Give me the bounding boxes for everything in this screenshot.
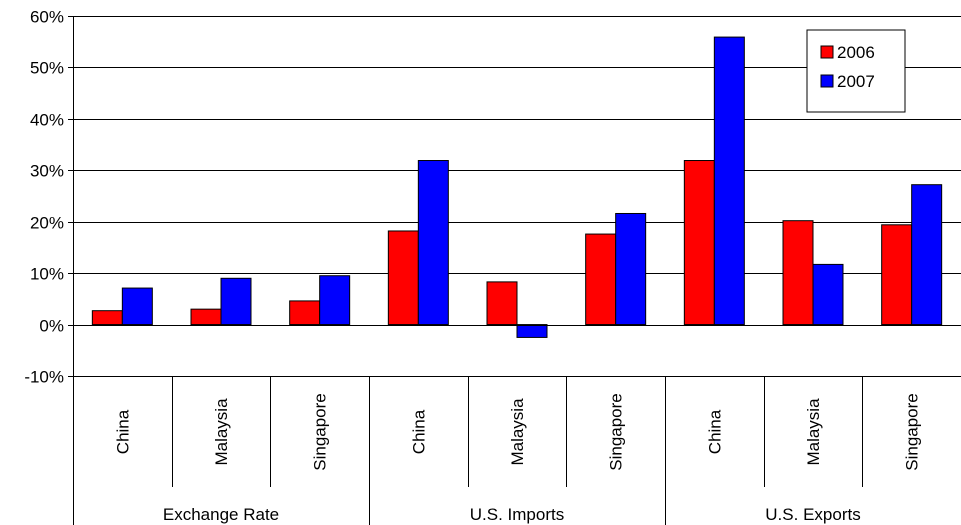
bar-2007-singapore (911, 184, 943, 326)
bar-2007-malaysia (516, 324, 548, 338)
y-tick-label: 20% (30, 214, 64, 233)
legend-label: 2007 (837, 72, 875, 91)
category-label: Malaysia (804, 398, 823, 466)
bar-2006-malaysia (782, 220, 814, 326)
y-tick-label: -10% (24, 368, 64, 387)
y-tick-label: 50% (30, 59, 64, 78)
legend-swatch-2007 (820, 74, 834, 88)
category-label: Malaysia (508, 398, 527, 466)
category-label: China (409, 409, 428, 454)
category-label: China (705, 409, 724, 454)
bar-2007-malaysia (812, 263, 844, 326)
y-tick-label: 0% (39, 317, 64, 336)
bar-2006-singapore (289, 300, 321, 326)
bar-2006-china (91, 310, 123, 326)
y-tick-label: 10% (30, 265, 64, 284)
legend-label: 2006 (837, 43, 875, 62)
legend: 2006 2007 (806, 29, 906, 113)
group-label: U.S. Imports (470, 505, 564, 524)
bar-2006-malaysia (190, 308, 222, 326)
bar-2006-singapore (585, 233, 617, 326)
bar-2007-singapore (319, 275, 351, 326)
category-label: Malaysia (212, 398, 231, 466)
y-tick-label: 40% (30, 111, 64, 130)
bars (91, 36, 943, 338)
axes (73, 16, 961, 525)
group-label: Exchange Rate (163, 505, 279, 524)
bar-2007-malaysia (220, 277, 252, 326)
legend-swatch-2006 (820, 45, 834, 59)
bar-2006-china (683, 160, 715, 326)
category-label: Singapore (607, 393, 626, 471)
bar-2007-china (121, 287, 153, 326)
x-axis-labels: China Malaysia Singapore China Malaysia Singa… (113, 393, 921, 524)
legend-box (806, 29, 906, 113)
category-label: China (113, 409, 132, 454)
bar-2006-malaysia (486, 281, 518, 326)
group-label: U.S. Exports (765, 505, 860, 524)
y-axis-ticks: 60% 50% 40% 30% 20% 10% 0% -10% (24, 8, 73, 387)
category-label: Singapore (903, 393, 922, 471)
bar-2007-china (713, 36, 745, 326)
y-tick-label: 60% (30, 8, 64, 27)
y-tick-label: 30% (30, 162, 64, 181)
bar-2007-singapore (615, 212, 647, 326)
bar-2006-singapore (881, 224, 913, 326)
bar-2007-china (417, 160, 449, 326)
bar-2006-china (387, 230, 419, 326)
category-label: Singapore (311, 393, 330, 471)
